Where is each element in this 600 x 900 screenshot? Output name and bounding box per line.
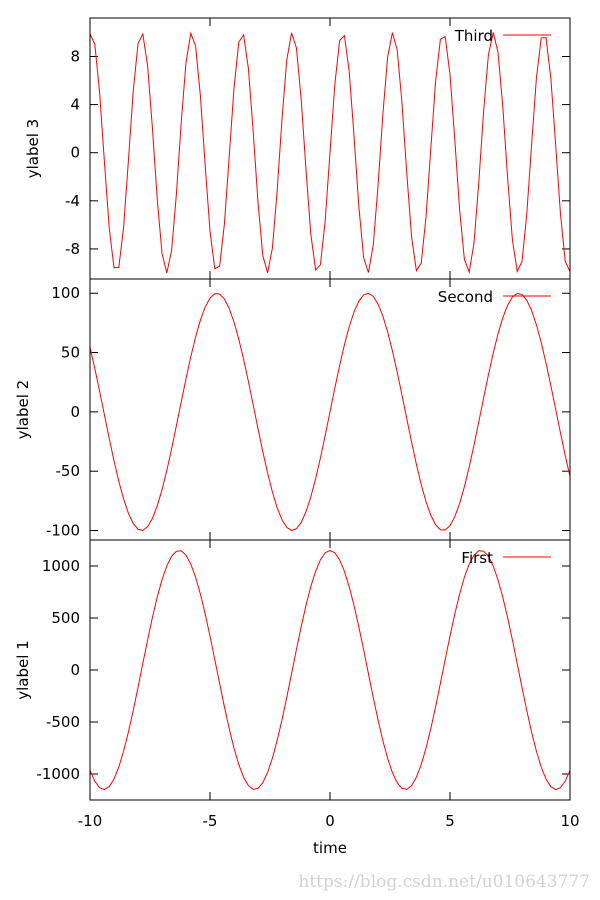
x-tick-label: -5 xyxy=(203,812,218,830)
series-line-first xyxy=(89,549,571,791)
y-tick-label: 1000 xyxy=(42,557,80,575)
y-axis-label: ylabel 1 xyxy=(14,640,32,699)
y-tick-label: 50 xyxy=(61,344,80,362)
x-tick-label: 0 xyxy=(325,812,335,830)
y-axis-label: ylabel 2 xyxy=(14,380,32,439)
plot-frame xyxy=(89,539,571,801)
watermark-text: https://blog.csdn.net/u010643777 xyxy=(298,872,590,892)
y-tick-label: 500 xyxy=(51,609,80,627)
y-tick-label: 100 xyxy=(51,284,80,302)
legend-label-third: Third xyxy=(454,27,493,45)
x-tick-label: 5 xyxy=(445,812,455,830)
y-tick-label: -50 xyxy=(56,462,81,480)
panel-third: -8 -4 0 4 8 Third ylabel 3 xyxy=(24,17,571,280)
y-tick-label: -8 xyxy=(65,240,80,258)
grid-ticks: -1000 -500 0 500 1000 -10 -5 0 5 10 xyxy=(36,540,580,830)
legend-label-first: First xyxy=(461,549,493,567)
x-tick-label: -10 xyxy=(78,812,103,830)
legend-label-second: Second xyxy=(438,288,493,306)
y-tick-label: 0 xyxy=(70,661,80,679)
grid-ticks: -8 -4 0 4 8 xyxy=(65,18,571,279)
y-tick-label: -1000 xyxy=(36,765,80,783)
x-axis-label: time xyxy=(313,839,347,857)
y-tick-label: 0 xyxy=(70,403,80,421)
y-tick-label: -4 xyxy=(65,192,80,210)
y-tick-label: -500 xyxy=(46,713,80,731)
grid-ticks: -100 -50 0 50 100 xyxy=(46,279,571,540)
y-axis-label: ylabel 3 xyxy=(24,119,42,178)
series-line-third xyxy=(89,31,571,275)
y-tick-label: 0 xyxy=(70,144,80,162)
x-tick-label: 10 xyxy=(560,812,579,830)
panel-first: -1000 -500 0 500 1000 -10 -5 0 5 10 First ylabel … xyxy=(14,539,580,857)
y-tick-label: -100 xyxy=(46,522,80,540)
series-line-second xyxy=(89,292,571,532)
panel-second: -100 -50 0 50 100 Second ylabel 2 xyxy=(14,278,571,541)
y-tick-label: 4 xyxy=(70,96,80,114)
y-tick-label: 8 xyxy=(70,47,80,65)
